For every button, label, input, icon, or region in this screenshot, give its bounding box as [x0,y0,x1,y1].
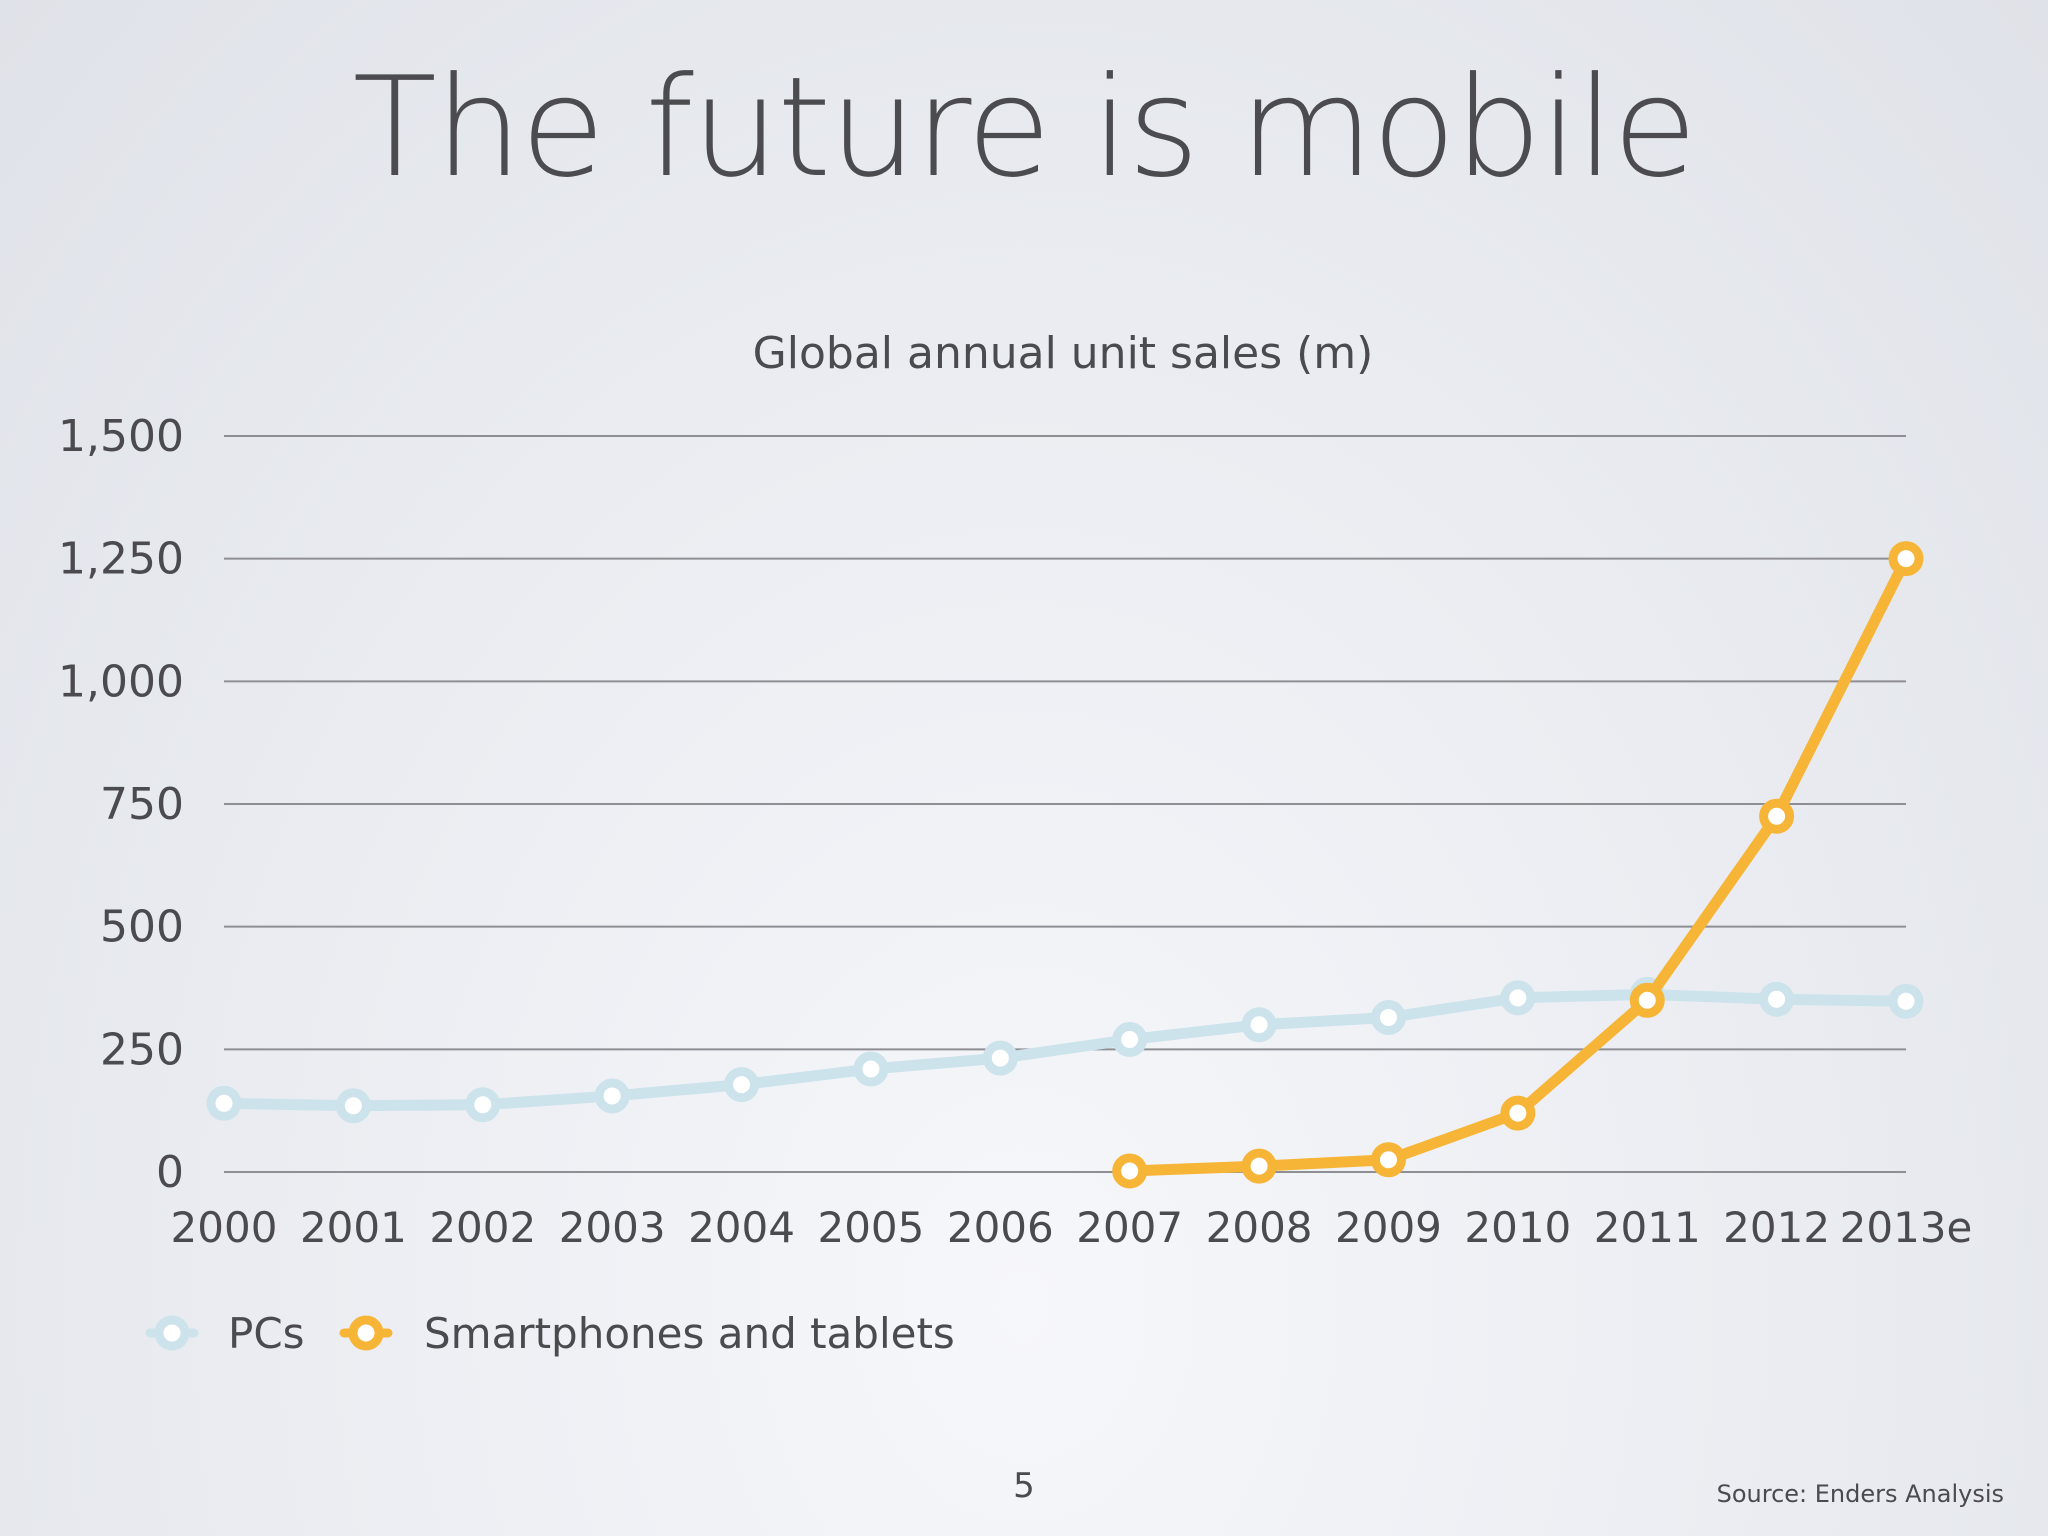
source-note: Source: Enders Analysis [1716,1480,2004,1508]
data-point [1888,541,1924,577]
series-line-pcs [218,988,1912,1112]
x-tick-label: 2007 [1076,1203,1183,1252]
y-tick-label: 1,000 [58,656,184,707]
x-tick-label: 2011 [1594,1203,1701,1252]
data-point [465,1087,501,1123]
data-point [1500,980,1536,1016]
y-axis-ticks: 0 250 500 750 1,000 1,250 1,500 [58,411,184,1198]
legend-swatch-marker [348,1315,384,1351]
data-point [1241,1007,1277,1043]
data-point [335,1088,371,1124]
series-line-smartphones-tablets [1124,553,1912,1177]
legend: PCs Smartphones and tablets [145,1309,955,1358]
x-axis-ticks: 2000 2001 2002 2003 2004 2005 2006 2007 2008 2009… [171,1203,1973,1252]
x-tick-label: 2001 [300,1203,407,1252]
series-lines [206,541,1924,1189]
y-tick-label: 750 [100,779,184,830]
data-point [724,1067,760,1103]
gridlines [224,435,1906,1173]
page-number: 5 [1013,1466,1035,1506]
legend-label: PCs [228,1309,305,1358]
data-point [982,1040,1018,1076]
data-point [1112,1153,1148,1189]
data-point [853,1051,889,1087]
x-tick-label: 2006 [947,1203,1054,1252]
x-tick-label: 2008 [1206,1203,1313,1252]
legend-label: Smartphones and tablets [424,1309,955,1358]
data-point [1888,983,1924,1019]
data-point [1370,999,1406,1035]
y-tick-label: 500 [100,902,184,953]
x-tick-label: 2012 [1723,1203,1830,1252]
chart-title: Global annual unit sales (m) [753,328,1374,379]
data-point [1759,798,1795,834]
y-tick-label: 0 [156,1147,184,1198]
data-point [1112,1022,1148,1058]
y-tick-label: 250 [100,1024,184,1075]
x-tick-label: 2013e [1840,1203,1973,1252]
x-tick-label: 2009 [1335,1203,1442,1252]
data-point [594,1078,630,1114]
x-tick-label: 2010 [1464,1203,1571,1252]
data-point [1370,1142,1406,1178]
data-point [206,1085,242,1121]
data-point [1241,1148,1277,1184]
y-tick-label: 1,500 [58,411,184,462]
legend-swatch-marker [154,1315,190,1351]
x-tick-label: 2002 [429,1203,536,1252]
data-point [1759,981,1795,1017]
data-point [1629,982,1665,1018]
y-tick-label: 1,250 [58,534,184,585]
x-tick-label: 2004 [688,1203,795,1252]
x-tick-label: 2005 [817,1203,924,1252]
x-tick-label: 2000 [171,1203,278,1252]
data-point [1500,1095,1536,1131]
x-tick-label: 2003 [559,1203,666,1252]
slide-title: The future is mobile [352,47,1698,208]
